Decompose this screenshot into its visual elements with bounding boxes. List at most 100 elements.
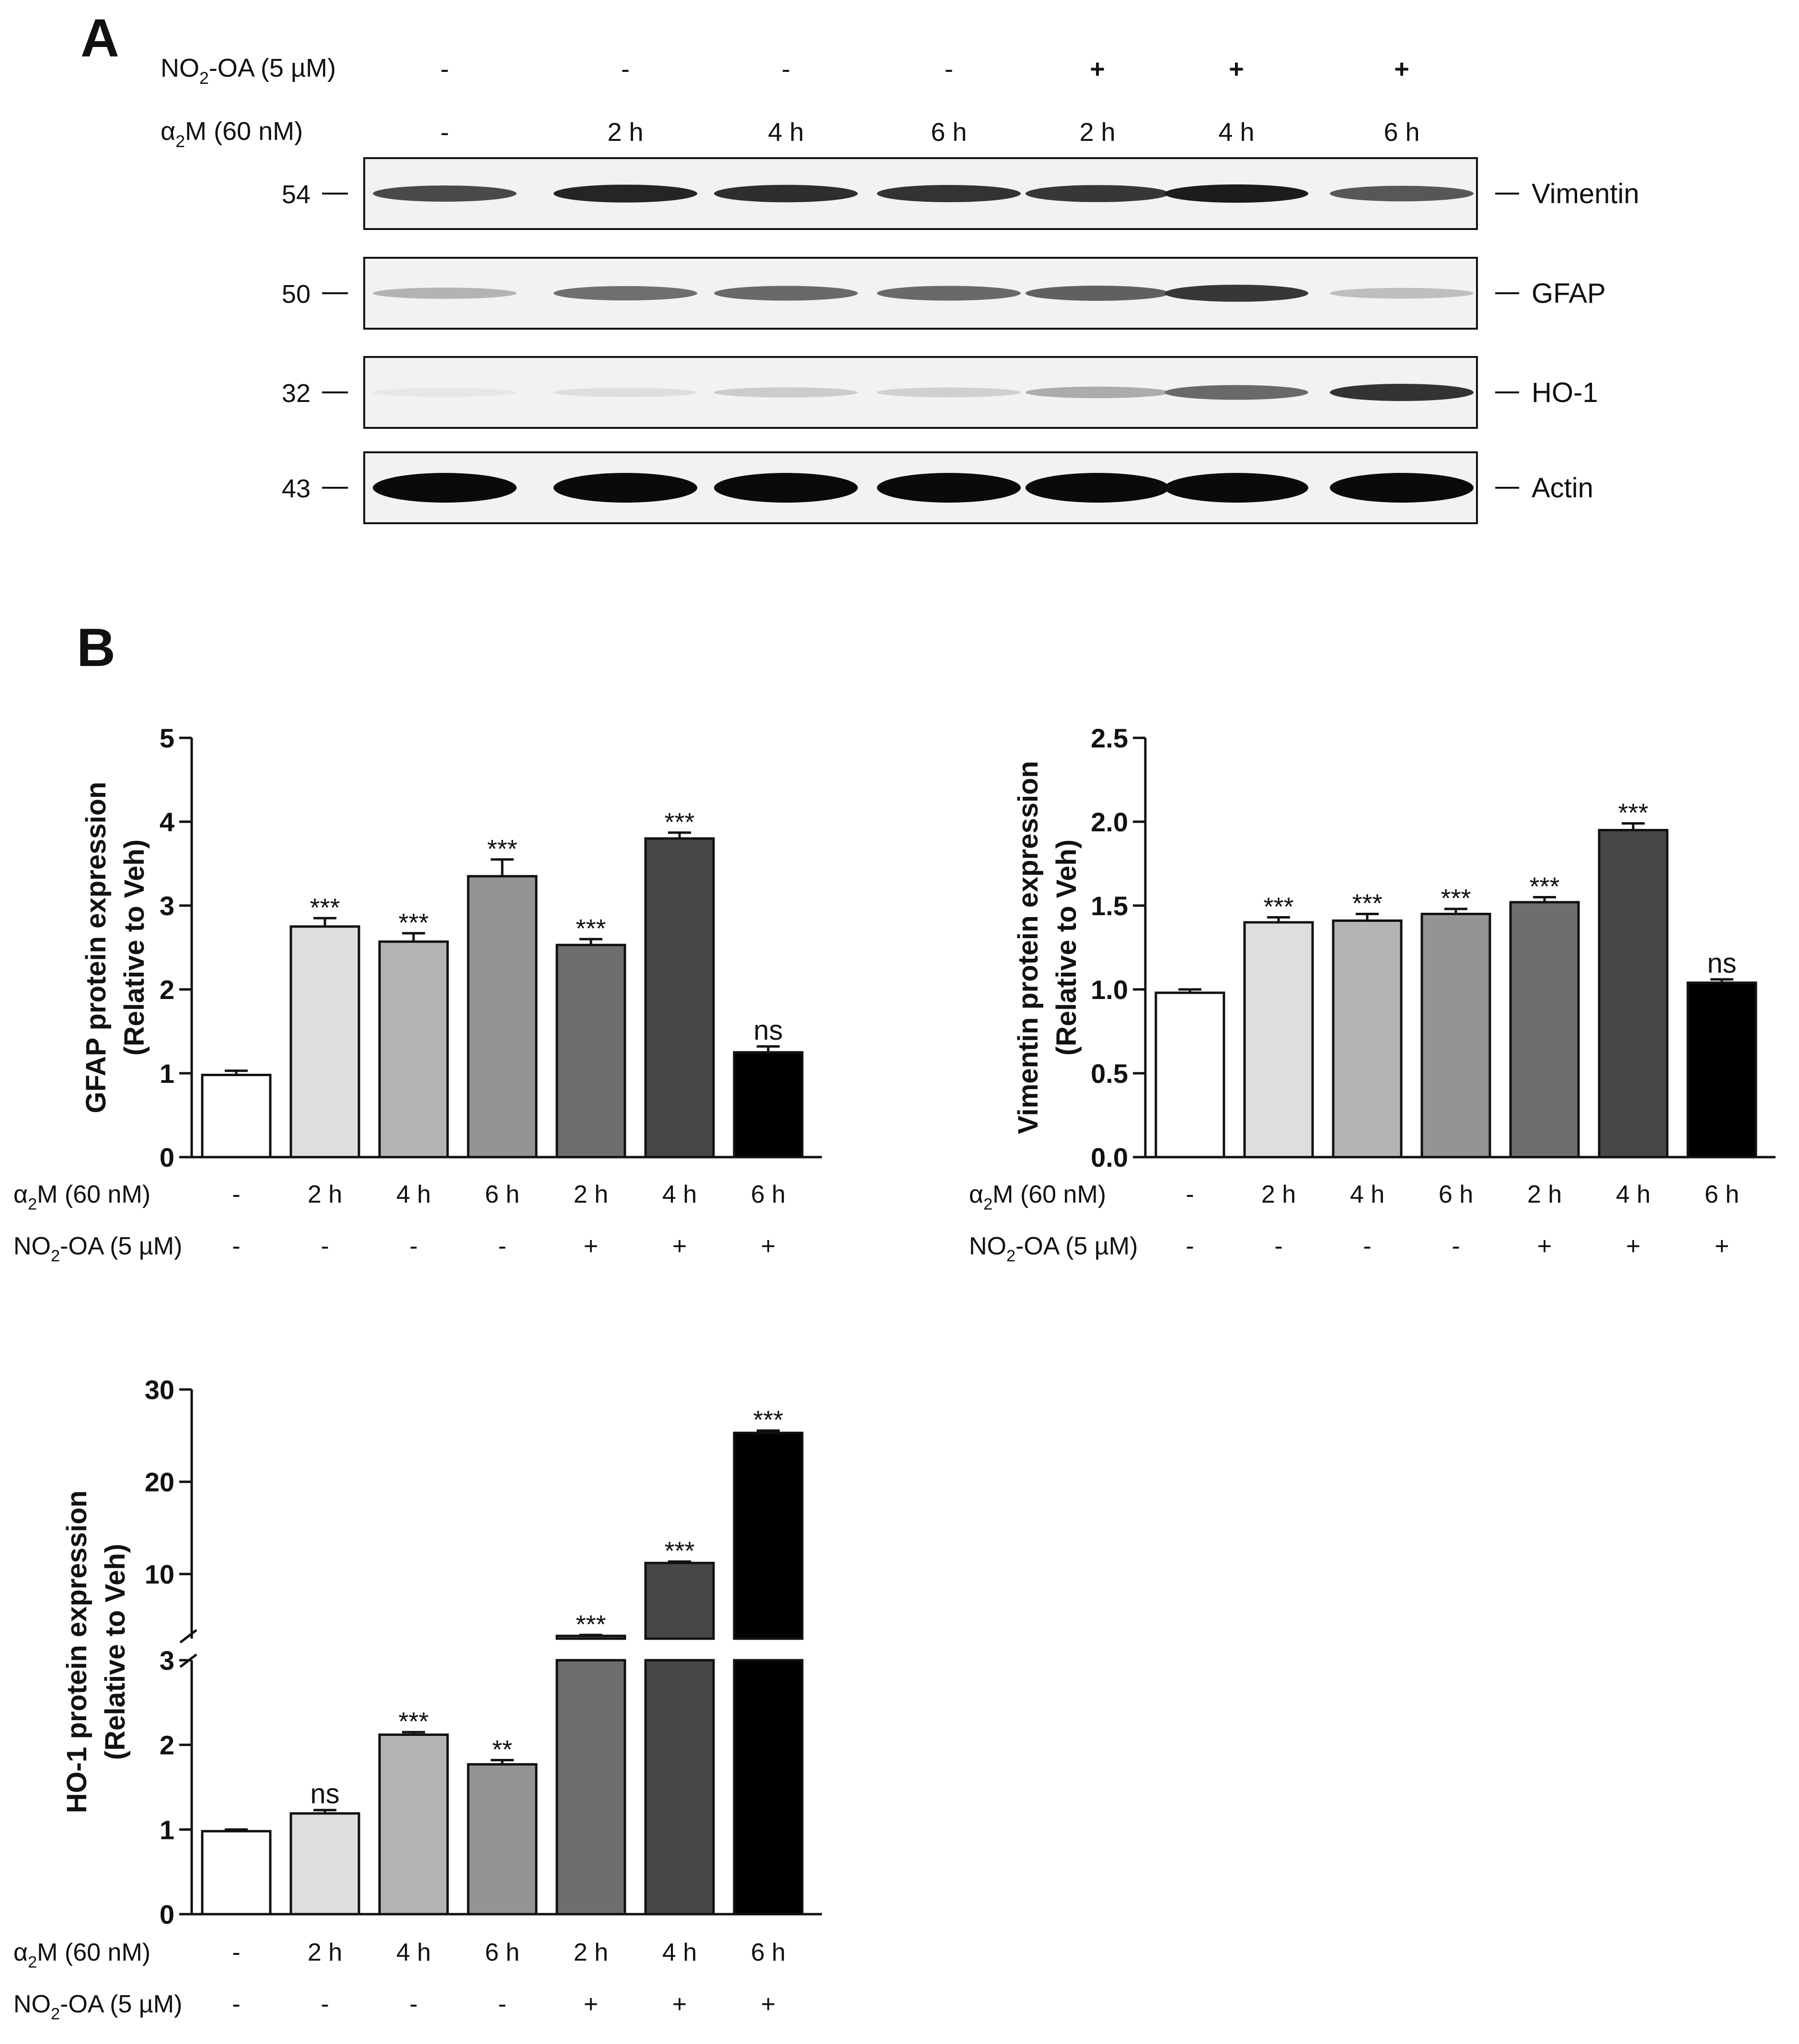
blot-band [1026,473,1169,503]
y-tick-label: 30 [145,1375,174,1405]
bar [1598,829,1669,1159]
blot-band [1165,473,1308,503]
panel-b-label: B [77,618,115,678]
a2m-row-label: α2M (60 nM) [969,1181,1106,1214]
x-tick-label-a2m: 4 h [1616,1181,1650,1208]
bar [555,1659,626,1916]
bar [644,1659,715,1916]
blot-strip [363,356,1478,429]
bar [1243,921,1314,1159]
significance-label: *** [398,1707,428,1736]
x-tick-label-no2oa: - [409,1990,417,2018]
blot-band [714,473,858,503]
a2m-lane-value: - [440,118,449,147]
blot-band [373,388,517,397]
bar [467,875,538,1159]
blot-band [877,473,1021,503]
molecular-weight-label: 54 [282,180,311,209]
y-tick-label: 0 [160,1899,174,1929]
x-tick-label-a2m: 4 h [662,1181,697,1208]
x-tick-label-a2m: 2 h [1527,1181,1562,1208]
x-tick-label-no2oa: + [761,1232,775,1260]
y-tick-label: 1.0 [1091,975,1128,1005]
x-tick-label-no2oa: - [498,1232,506,1260]
y-tick-label: 2.0 [1091,807,1128,837]
y-tick-label: 4 [160,807,174,837]
x-tick-label-no2oa: + [672,1232,687,1260]
molecular-weight-label: 43 [282,474,311,503]
y-tick-label: 2 [160,975,174,1005]
blot-band [1330,383,1474,402]
x-tick-label-a2m: - [1186,1181,1194,1208]
y-tick-label: 2.5 [1091,723,1128,753]
significance-label: *** [753,1406,783,1435]
bar [1509,901,1580,1159]
y-tick-label: 0.0 [1091,1142,1128,1172]
blot-band [877,387,1021,398]
blot-band [877,184,1021,203]
significance-label: *** [664,1537,694,1565]
x-tick-label-no2oa: - [409,1232,417,1260]
y-axis-title-sub: (Relative to Veh) [119,839,150,1056]
x-tick-label-no2oa: - [321,1990,329,2018]
blot-band [1330,287,1474,299]
x-tick-label-no2oa: + [1715,1232,1729,1260]
blot-band [1026,185,1169,202]
y-tick-label: 2 [160,1730,174,1760]
x-tick-label-a2m: 6 h [485,1939,519,1966]
y-tick-label: 1.5 [1091,891,1128,921]
significance-label: *** [487,835,517,863]
no2oa-row-label: NO2-OA (5 µM) [969,1232,1138,1265]
significance-label: ** [492,1735,512,1764]
bar [555,943,626,1159]
bar [733,1051,804,1159]
no2oa-lane-value: + [1090,55,1105,83]
blot-band [554,184,697,203]
axis-break-mark [179,1629,197,1643]
x-tick-label-no2oa: - [498,1990,506,2018]
bar [733,1432,804,1640]
x-tick-label-a2m: 2 h [1261,1181,1296,1208]
y-tick-label: 3 [160,1645,174,1676]
x-tick-label-a2m: 2 h [308,1181,342,1208]
significance-label: ns [753,1015,783,1046]
x-tick-label-no2oa: + [584,1232,598,1260]
bar-chart-1: 0 1 2 3 4 5 GFAP protein expression (Relative t… [13,723,822,1265]
blot-band [373,473,517,503]
blot-band [1330,185,1474,202]
significance-label: *** [576,914,606,943]
bar [201,1830,272,1916]
blot-band [554,286,697,301]
significance-label: *** [1441,884,1471,913]
bar [289,925,360,1159]
no2oa-lane-value: - [782,55,790,83]
blot-band [714,286,858,301]
y-axis-title: GFAP protein expression [81,782,112,1114]
x-tick-label-no2oa: + [1626,1232,1640,1260]
a2m-lane-value: 6 h [931,118,967,147]
x-tick-label-a2m: - [232,1939,240,1966]
blot-band [554,388,697,397]
y-tick-label: 1 [160,1814,174,1845]
significance-label: *** [1618,799,1648,827]
bar [644,1562,715,1640]
blot-strip [363,157,1478,230]
bar [289,1812,360,1916]
x-tick-label-a2m: 6 h [751,1939,785,1966]
bar [201,1074,272,1159]
blot-band [1165,385,1308,400]
bar [733,1659,804,1916]
bar [378,1733,449,1916]
blot-band [1165,184,1308,203]
bar-chart-2: 0.0 0.5 1.0 1.5 2.0 2.5 Vimentin protein expre… [969,723,1776,1265]
bar [644,837,715,1159]
blot-band [1165,285,1308,302]
x-tick-label-no2oa: - [232,1990,240,2018]
molecular-weight-label: 32 [282,379,311,408]
blot-band [373,287,517,299]
x-tick-label-no2oa: + [761,1990,775,2018]
significance-label: *** [1529,873,1559,901]
x-tick-label-a2m: 6 h [485,1181,519,1208]
protein-name-label: HO-1 [1532,377,1598,408]
